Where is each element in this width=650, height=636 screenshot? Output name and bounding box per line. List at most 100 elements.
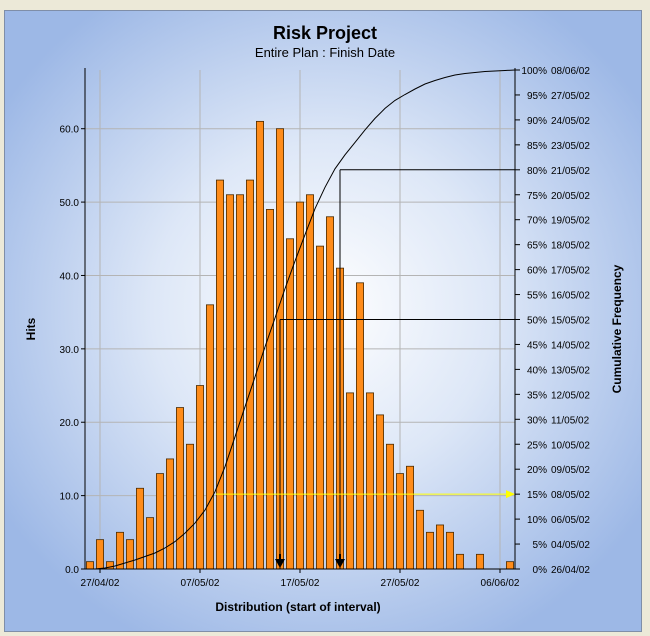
y2-tick-percent: 10%	[527, 515, 547, 526]
y2-tick-percent: 35%	[527, 390, 547, 401]
marker-80	[335, 559, 345, 568]
bar	[385, 443, 394, 570]
bar	[475, 553, 484, 570]
y2-tick-percent: 25%	[527, 440, 547, 451]
y2-tick-date: 08/05/02	[551, 490, 590, 501]
y2-tick-date: 20/05/02	[551, 191, 590, 202]
y2-tick-percent: 0%	[533, 565, 548, 576]
bar	[255, 120, 264, 570]
y-tick-label: 10.0	[60, 492, 80, 503]
x-tick-label: 17/05/02	[281, 578, 320, 589]
y2-tick-percent: 65%	[527, 241, 547, 252]
chart-subtitle: Entire Plan : Finish Date	[255, 45, 395, 60]
x-tick-label: 06/06/02	[481, 578, 520, 589]
y2-tick-date: 27/05/02	[551, 91, 590, 102]
y2-tick-percent: 30%	[527, 415, 547, 426]
bar	[365, 392, 374, 570]
y2-tick-percent: 70%	[527, 216, 547, 227]
x-tick-label: 07/05/02	[181, 578, 220, 589]
y2-tick-date: 18/05/02	[551, 241, 590, 252]
bar	[96, 539, 105, 570]
y2-tick-date: 14/05/02	[551, 340, 590, 351]
y2-tick-date: 15/05/02	[551, 316, 590, 327]
y2-tick-date: 24/05/02	[551, 116, 590, 127]
y2-tick-percent: 80%	[527, 166, 547, 177]
y2-tick-date: 10/05/02	[551, 440, 590, 451]
y2-tick-labels: 0% 26/04/02 5% 04/05/02 10% 06/05/02 15% 08/05/…	[521, 66, 590, 576]
y2-tick-percent: 15%	[527, 490, 547, 501]
bar	[295, 201, 304, 570]
bar	[126, 539, 135, 570]
y2-tick-date: 06/05/02	[551, 515, 590, 526]
bar	[175, 407, 184, 570]
bar	[395, 473, 404, 570]
bar	[145, 517, 154, 570]
bar	[165, 458, 174, 570]
marker-50-stem	[279, 554, 281, 560]
bar	[225, 194, 234, 570]
bar	[355, 282, 364, 570]
y2-axis-label: Cumulative Frequency	[610, 264, 624, 393]
y-tick-label: 0.0	[65, 565, 79, 576]
bar	[375, 414, 384, 570]
y2-tick-date: 16/05/02	[551, 291, 590, 302]
bar	[195, 385, 204, 570]
bar	[345, 392, 354, 570]
bar	[305, 194, 314, 570]
chart-title: Risk Project	[273, 23, 377, 43]
y2-tick-percent: 75%	[527, 191, 547, 202]
y2-tick-percent: 40%	[527, 365, 547, 376]
marker-50	[275, 559, 285, 568]
y-tick-label: 30.0	[60, 345, 80, 356]
cumulative-curve	[94, 69, 516, 570]
bar	[185, 443, 194, 570]
y2-tick-percent: 85%	[527, 141, 547, 152]
bar	[415, 509, 424, 570]
chart-svg: Risk Project Entire Plan : Finish Date 0…	[24, 23, 624, 614]
y2-tick-percent: 95%	[527, 91, 547, 102]
y2-tick-date: 11/05/02	[551, 415, 590, 426]
x-tick-labels: 27/04/02 07/05/02 17/05/02 27/05/02 06/06/02	[81, 578, 520, 589]
cumulative-curve-group	[94, 69, 516, 570]
y2-tick-date: 09/05/02	[551, 465, 590, 476]
x-axis-label: Distribution (start of interval)	[215, 600, 380, 614]
y2-tick-date: 23/05/02	[551, 141, 590, 152]
y2-tick-percent: 20%	[527, 465, 547, 476]
bar	[505, 561, 514, 570]
bar	[245, 179, 254, 570]
bar	[265, 209, 274, 570]
x-tick-label: 27/04/02	[81, 578, 120, 589]
y2-tick-percent: 5%	[533, 540, 548, 551]
bar	[405, 465, 414, 570]
y2-tick-date: 08/06/02	[551, 66, 590, 77]
y2-tick-date: 04/05/02	[551, 540, 590, 551]
y2-tick-date: 21/05/02	[551, 166, 590, 177]
y-tick-label: 40.0	[60, 271, 80, 282]
y-tick-label: 20.0	[60, 418, 80, 429]
bar	[325, 216, 334, 570]
bar	[235, 194, 244, 570]
bar	[315, 245, 324, 570]
y2-tick-date: 13/05/02	[551, 365, 590, 376]
y2-tick-percent: 55%	[527, 291, 547, 302]
bar	[155, 473, 164, 570]
bar	[425, 531, 434, 570]
y2-tick-percent: 45%	[527, 340, 547, 351]
y-axis-label: Hits	[24, 317, 38, 340]
bar	[205, 304, 214, 570]
bar	[285, 238, 294, 570]
axes-group	[81, 68, 520, 573]
bar	[435, 524, 444, 570]
marker-80-stem	[339, 554, 341, 560]
chart-frame: Risk Project Entire Plan : Finish Date 0…	[4, 10, 642, 632]
y2-tick-date: 17/05/02	[551, 266, 590, 277]
y-tick-label: 60.0	[60, 125, 80, 136]
y-tick-labels: 0.0 10.0 20.0 30.0 40.0 50.0 60.0	[60, 125, 80, 576]
reference-lines	[216, 169, 515, 569]
y2-tick-percent: 60%	[527, 266, 547, 277]
x-tick-label: 27/05/02	[381, 578, 420, 589]
markers-group	[275, 554, 345, 568]
y2-tick-percent: 50%	[527, 316, 547, 327]
bar	[445, 531, 454, 570]
y-tick-label: 50.0	[60, 198, 80, 209]
